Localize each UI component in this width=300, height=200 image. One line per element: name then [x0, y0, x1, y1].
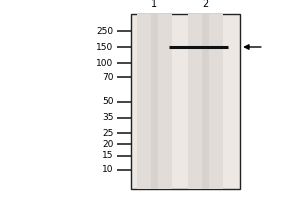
- Text: 50: 50: [102, 98, 113, 106]
- Bar: [137, 14, 172, 189]
- Text: 1: 1: [152, 0, 158, 9]
- Text: 150: 150: [96, 43, 113, 51]
- Bar: [188, 14, 223, 189]
- Text: 100: 100: [96, 58, 113, 68]
- Text: 70: 70: [102, 72, 113, 82]
- Text: 20: 20: [102, 140, 113, 149]
- Text: 10: 10: [102, 166, 113, 174]
- Bar: [151, 14, 158, 189]
- Text: 15: 15: [102, 151, 113, 160]
- Bar: [130, 14, 240, 189]
- Text: 250: 250: [96, 26, 113, 36]
- Text: 2: 2: [202, 0, 208, 9]
- Text: 35: 35: [102, 114, 113, 122]
- Text: 25: 25: [102, 129, 113, 138]
- Bar: [202, 14, 209, 189]
